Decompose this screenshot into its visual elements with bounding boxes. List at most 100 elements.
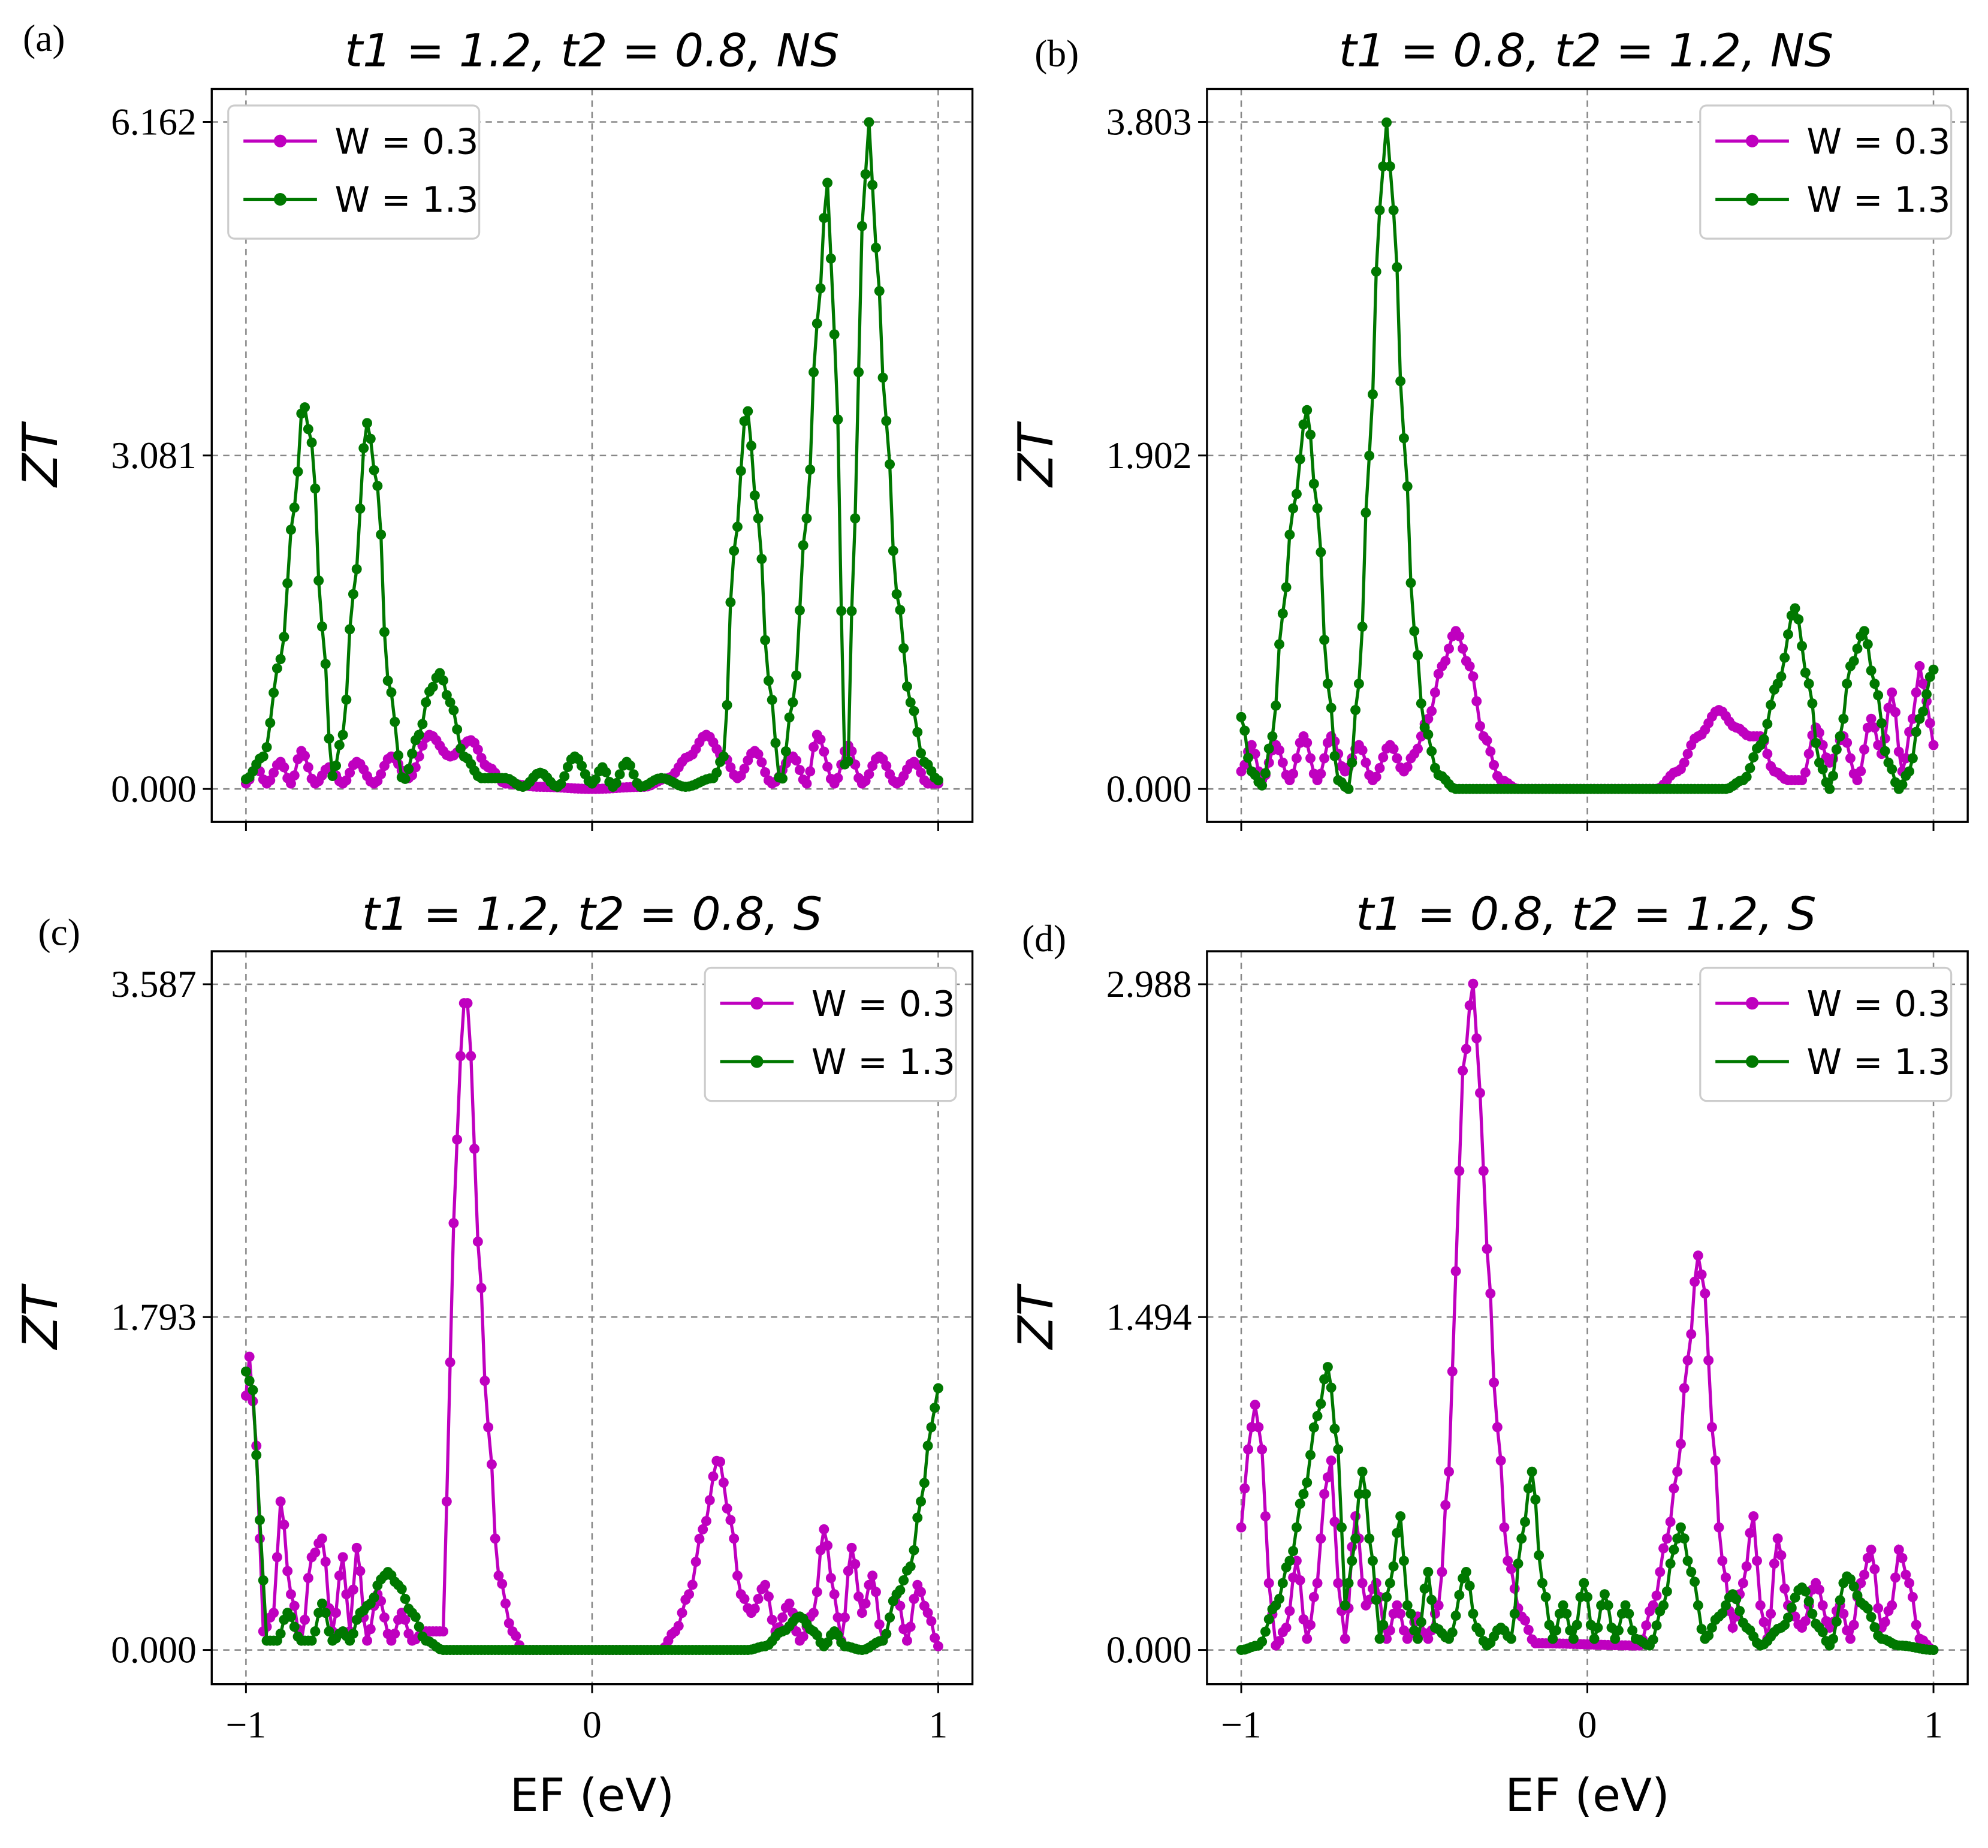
data-point — [1848, 1581, 1859, 1592]
data-point — [390, 1629, 400, 1639]
data-point — [916, 748, 927, 758]
data-point — [746, 441, 757, 451]
data-point — [1413, 1633, 1423, 1644]
legend-label: W = 1.3 — [334, 179, 478, 221]
data-point — [1454, 1590, 1465, 1600]
data-point — [711, 767, 722, 778]
subplot-title: t1 = 0.8, t2 = 1.2, NS — [1339, 23, 1833, 77]
data-point — [1437, 1567, 1447, 1577]
data-point — [1246, 740, 1257, 750]
data-point — [614, 769, 625, 780]
data-point — [265, 718, 276, 728]
data-point — [1295, 454, 1305, 465]
data-point — [1468, 1608, 1479, 1619]
data-point — [1447, 1627, 1458, 1638]
data-point — [1316, 547, 1326, 557]
data-point — [1800, 667, 1811, 678]
data-point — [265, 775, 276, 786]
data-point — [365, 433, 376, 444]
data-point — [476, 1283, 487, 1294]
data-point — [1312, 1578, 1323, 1588]
legend-label: W = 1.3 — [812, 1041, 955, 1083]
data-point — [916, 767, 927, 778]
data-point — [1433, 1600, 1444, 1611]
data-point — [909, 1593, 919, 1604]
data-point — [1450, 1266, 1461, 1277]
data-point — [1308, 478, 1319, 489]
data-point — [926, 1422, 937, 1433]
data-point — [1845, 753, 1856, 764]
data-point — [1696, 1269, 1707, 1280]
data-point — [1333, 1578, 1344, 1588]
data-point — [877, 372, 888, 383]
data-point — [815, 283, 826, 294]
data-point — [1468, 671, 1479, 682]
data-point — [1568, 1633, 1579, 1644]
data-point — [362, 418, 372, 429]
data-point — [919, 1478, 930, 1488]
data-point — [864, 769, 874, 780]
data-point — [1395, 376, 1406, 387]
data-point — [362, 1635, 372, 1646]
data-point — [819, 746, 829, 757]
data-point — [1326, 703, 1337, 713]
data-point — [763, 676, 774, 686]
data-point — [286, 524, 296, 535]
data-point — [815, 734, 826, 745]
data-point — [763, 1591, 774, 1602]
data-point — [1423, 729, 1434, 740]
subplot-title: t1 = 1.2, t2 = 0.8, S — [362, 887, 822, 940]
data-point — [1737, 1578, 1748, 1588]
data-point — [414, 1621, 424, 1632]
data-point — [1236, 1522, 1247, 1533]
data-point — [1842, 737, 1853, 748]
data-point — [1859, 626, 1869, 637]
data-point — [1371, 771, 1381, 782]
data-point — [1302, 1633, 1313, 1644]
data-point — [1859, 744, 1869, 755]
data-point — [933, 1383, 943, 1394]
data-point — [856, 1608, 867, 1618]
data-point — [438, 1626, 449, 1637]
data-point — [1302, 1477, 1313, 1488]
data-point — [1824, 783, 1835, 794]
data-point — [248, 1385, 258, 1395]
legend: W = 0.3 W = 1.3 — [704, 966, 957, 1102]
data-point — [891, 589, 902, 599]
data-point — [1267, 731, 1278, 741]
data-point — [445, 1357, 455, 1368]
data-point — [1288, 503, 1299, 514]
data-point — [1392, 262, 1402, 273]
data-point — [271, 663, 282, 674]
data-point — [1305, 753, 1316, 764]
data-point — [303, 424, 313, 435]
data-point — [503, 1618, 514, 1629]
data-point — [819, 213, 829, 224]
data-point — [1475, 1087, 1485, 1098]
data-point — [753, 749, 764, 759]
data-point — [1675, 1522, 1686, 1533]
data-point — [1384, 1578, 1395, 1588]
data-point — [1440, 656, 1451, 667]
data-point — [386, 687, 397, 698]
data-point — [1243, 752, 1254, 763]
data-point — [1413, 743, 1423, 754]
data-point — [739, 1593, 750, 1604]
legend-marker — [273, 192, 287, 206]
data-point — [1887, 687, 1898, 698]
data-point — [1534, 1550, 1544, 1561]
y-tick-label: 1.494 — [1106, 1295, 1192, 1338]
data-point — [327, 771, 338, 781]
data-point — [1308, 1591, 1319, 1602]
y-tick-label: 3.587 — [111, 963, 197, 1005]
data-point — [1329, 1517, 1340, 1527]
data-point — [1921, 689, 1932, 700]
data-point — [1312, 1410, 1323, 1421]
data-point — [1866, 665, 1877, 676]
data-point — [1703, 1355, 1714, 1365]
data-point — [1475, 1627, 1485, 1638]
data-point — [1703, 1630, 1714, 1641]
data-point — [590, 774, 601, 785]
data-point — [1803, 749, 1814, 759]
